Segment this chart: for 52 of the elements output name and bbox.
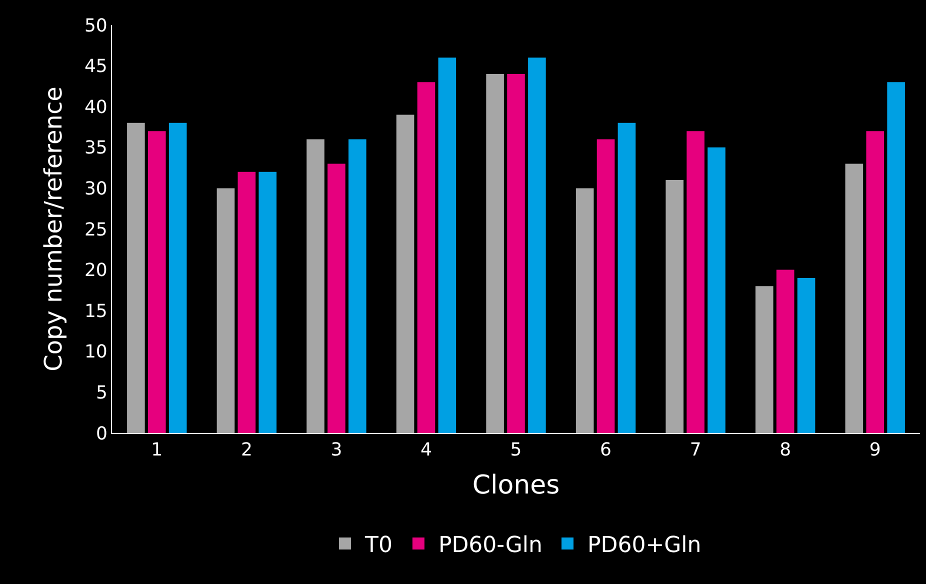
- bar: [666, 180, 684, 433]
- y-tick-label: 25: [84, 219, 108, 240]
- x-tick-label: 2: [240, 440, 252, 461]
- bar: [576, 188, 594, 433]
- bar: [306, 139, 324, 433]
- y-tick-label: 0: [96, 423, 108, 444]
- legend-label: PD60-Gln: [438, 533, 542, 558]
- bar: [486, 74, 504, 433]
- bar: [438, 58, 456, 433]
- y-tick-label: 20: [84, 260, 108, 282]
- bar: [755, 286, 774, 433]
- legend-label: T0: [364, 533, 392, 558]
- bar: [797, 278, 816, 433]
- bar: [528, 58, 546, 433]
- x-tick-label: 5: [510, 440, 522, 461]
- bar: [776, 270, 794, 433]
- y-tick-label: 45: [84, 56, 108, 78]
- y-tick-label: 5: [96, 382, 108, 404]
- y-axis-title: Copy number/reference: [40, 86, 68, 372]
- x-tick-label: 3: [330, 440, 342, 461]
- x-axis-title: Clones: [472, 470, 560, 500]
- x-tick-label: 8: [780, 440, 792, 461]
- x-tick-label: 7: [690, 440, 702, 461]
- y-tick-label: 30: [84, 178, 108, 200]
- bar: [845, 164, 864, 433]
- y-tick-label: 10: [84, 342, 108, 363]
- bar: [596, 139, 615, 433]
- y-tick-label: 35: [84, 138, 108, 159]
- bar: [866, 131, 884, 433]
- x-tick-label: 9: [869, 440, 881, 461]
- bar: [238, 172, 256, 433]
- bar: [216, 188, 235, 433]
- x-tick-label: 4: [420, 440, 432, 461]
- bar: [328, 164, 346, 433]
- bar: [887, 82, 905, 433]
- bar: [348, 139, 366, 433]
- bar: [708, 147, 726, 433]
- x-tick-label: 6: [600, 440, 612, 461]
- y-tick-label: 15: [84, 300, 108, 322]
- bar: [686, 131, 704, 433]
- legend-label: PD60+Gln: [588, 533, 702, 558]
- bar: [507, 74, 525, 433]
- bar: [148, 131, 166, 433]
- bar: [258, 172, 277, 433]
- bar: [396, 114, 414, 433]
- y-tick-label: 40: [84, 96, 108, 118]
- x-tick-label: 1: [151, 440, 163, 461]
- bar: [168, 122, 187, 433]
- y-tick-label: 50: [84, 15, 108, 36]
- bar: [127, 122, 145, 433]
- bar: [618, 122, 636, 433]
- bar: [417, 82, 436, 433]
